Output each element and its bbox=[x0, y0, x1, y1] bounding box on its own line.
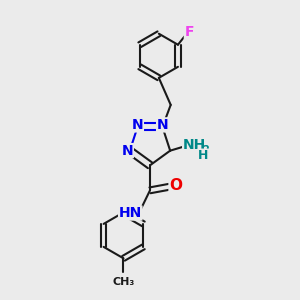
Text: F: F bbox=[184, 26, 194, 39]
Text: N: N bbox=[132, 118, 143, 132]
Text: 2: 2 bbox=[203, 145, 209, 155]
Text: N: N bbox=[122, 144, 133, 158]
Text: H: H bbox=[198, 149, 208, 162]
Text: O: O bbox=[169, 178, 182, 193]
Text: HN: HN bbox=[118, 206, 142, 220]
Text: CH₃: CH₃ bbox=[112, 277, 135, 287]
Text: N: N bbox=[157, 118, 168, 132]
Text: NH: NH bbox=[183, 138, 206, 152]
